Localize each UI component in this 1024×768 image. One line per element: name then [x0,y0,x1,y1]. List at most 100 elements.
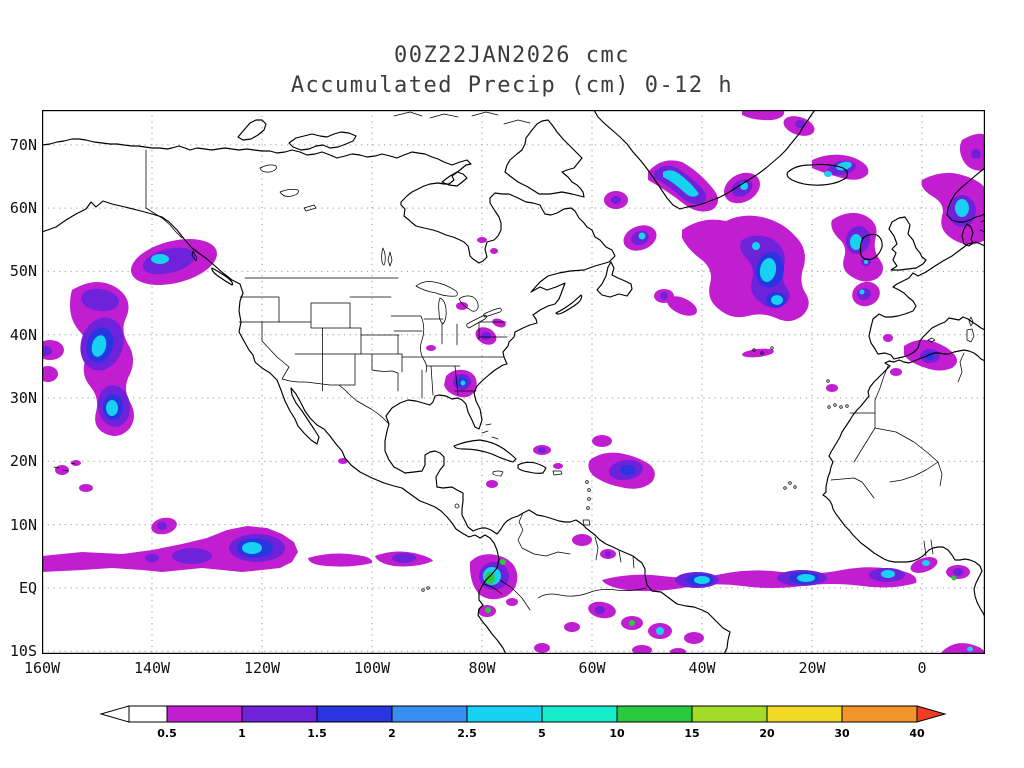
colorbar-tick-label: 1.5 [307,727,327,740]
colorbar-segment [766,705,843,723]
precip-region [922,560,930,566]
precip-region [79,484,93,492]
lat-tick-label: 40N [9,325,37,344]
precip-region [864,260,868,264]
precip-region [742,348,774,358]
precip-region [971,149,981,159]
precip-region [42,366,58,382]
precip-region [506,598,518,606]
precip-region [632,645,652,654]
precip-region [534,643,550,653]
precip-region [940,643,985,654]
precip-region [955,199,969,217]
precip-region [826,384,838,392]
precip-region [338,458,348,464]
map-canvas [42,110,985,654]
precip-region [486,480,498,488]
precip-region [881,570,895,578]
lon-tick-label: 100W [353,659,391,677]
precip-region [456,302,468,310]
precip-region [836,161,852,171]
lon-tick-label: 140W [133,659,171,677]
precip-region [684,632,704,644]
colorbar-below-arrow [99,705,130,723]
plot-title-run: 00Z22JAN2026 cmc [394,43,630,68]
precip-region [553,463,563,469]
colorbar-segment [466,705,543,723]
precip-region [592,435,612,447]
colorbar-tick-label: 2 [388,727,396,740]
coastlines [42,110,985,654]
precip-region [605,551,611,557]
precip-region [572,534,592,546]
precip-region [485,607,491,613]
precip-region [890,368,902,376]
precip-region [629,620,635,626]
precip-region [151,254,169,264]
precip-region [481,332,491,340]
colorbar-tick-label: 20 [759,727,775,740]
precip-region [42,526,298,572]
colorbar-segment [841,705,918,723]
lon-tick-label: 60W [578,659,606,677]
lat-tick-label: EQ [18,578,37,597]
precip-region [538,447,546,453]
colorbar-segment [128,705,168,723]
lat-tick-label: 60N [9,199,37,218]
colorbar-tick-label: 2.5 [457,727,477,740]
precip-region [670,648,686,654]
precip-region [145,554,159,562]
precip-region [142,247,196,275]
colorbar-above-arrow [916,705,947,723]
precip-region [426,345,436,351]
precip-region [857,288,871,300]
precip-region [91,335,107,357]
precip-region [742,110,785,121]
lon-tick-label: 160W [23,659,61,677]
colorbar-segment [691,705,768,723]
lat-tick-label: 30N [9,389,37,407]
colorbar-tick-label: 30 [834,727,850,740]
precip-region [157,522,167,530]
precip-region [106,400,118,416]
precip-region [759,258,777,282]
precip-region [667,296,697,316]
precip-region [656,627,664,635]
lat-tick-label: 20N [9,452,37,471]
plot-title-variable: Accumulated Precip (cm) 0-12 h [290,73,734,98]
precip-region [951,575,957,581]
precip-region [392,553,416,563]
lon-tick-label: 80W [468,659,496,677]
precip-region [663,170,699,197]
precip-region [492,318,506,328]
colorbar-tick-label: 40 [909,727,925,740]
precip-region [953,568,963,576]
colorbar-segment [616,705,693,723]
precip-region [694,576,710,584]
precip-region [967,646,973,652]
precip-region [242,542,262,554]
precip-region [883,334,893,342]
precip-region [564,622,580,632]
precip-region [620,465,636,475]
lat-tick-label: 70N [9,135,37,154]
precip-region [682,215,809,322]
precip-region [42,346,52,356]
precip-region [611,196,621,204]
precip-region [859,289,865,295]
precip-region [795,120,805,128]
lat-tick-label: 10N [9,515,37,534]
precip-region [308,553,373,567]
lon-tick-label: 120W [243,659,281,677]
precip-region [477,237,487,243]
colorbar-tick-label: 15 [684,727,699,740]
precip-region [638,232,646,240]
precip-region [490,248,498,254]
precip-region [500,559,506,565]
colorbar-segment [316,705,393,723]
precip-region [172,548,212,564]
colorbar-tick-label: 5 [538,727,546,740]
colorbar-segment [241,705,318,723]
lon-tick-label: 0 [917,659,927,677]
